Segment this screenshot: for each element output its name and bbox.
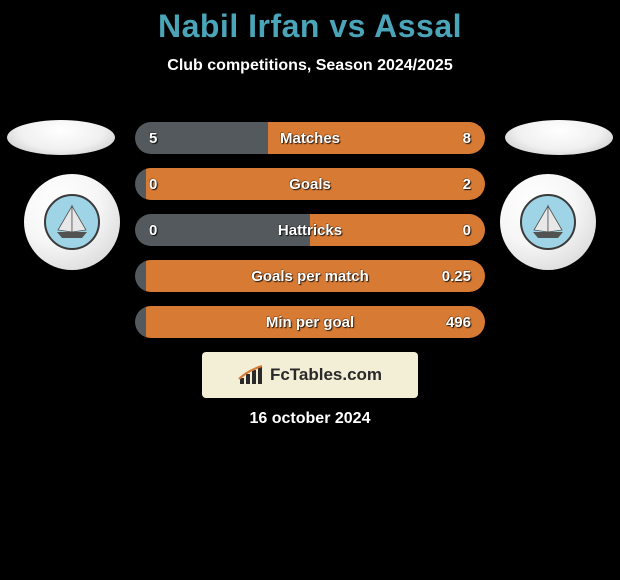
stat-value-right: 496 — [432, 306, 485, 338]
player-right-disc — [505, 120, 613, 155]
stat-label: Matches — [135, 122, 485, 154]
stat-value-right: 0 — [449, 214, 485, 246]
page-title: Nabil Irfan vs Assal — [0, 8, 620, 45]
stat-value-right: 0.25 — [428, 260, 485, 292]
stats-panel: Matches58Goals02Hattricks00Goals per mat… — [135, 122, 485, 352]
stat-label: Goals — [135, 168, 485, 200]
stat-row: Min per goal496 — [135, 306, 485, 338]
player-right-badge — [500, 174, 596, 270]
stat-value-left: 0 — [135, 168, 171, 200]
stat-row: Goals per match0.25 — [135, 260, 485, 292]
stat-row: Matches5 8 — [135, 122, 485, 154]
stat-row: Hattricks0 0 — [135, 214, 485, 246]
stat-value-left: 5 — [135, 122, 171, 154]
stat-value-right: 2 — [449, 168, 485, 200]
player-left-badge — [24, 174, 120, 270]
club-crest-icon — [518, 192, 578, 252]
date-label: 16 october 2024 — [0, 410, 620, 428]
comparison-card: Nabil Irfan vs Assal Club competitions, … — [0, 0, 620, 445]
stat-value-right: 8 — [449, 122, 485, 154]
stat-row: Goals0 2 — [135, 168, 485, 200]
stat-label: Hattricks — [135, 214, 485, 246]
player-left-disc — [7, 120, 115, 155]
brand-label: FcTables.com — [270, 365, 382, 385]
brand-box: FcTables.com — [202, 352, 418, 398]
stat-value-left: 0 — [135, 214, 171, 246]
club-crest-icon — [42, 192, 102, 252]
subtitle: Club competitions, Season 2024/2025 — [0, 57, 620, 75]
chart-bars-icon — [238, 364, 264, 386]
